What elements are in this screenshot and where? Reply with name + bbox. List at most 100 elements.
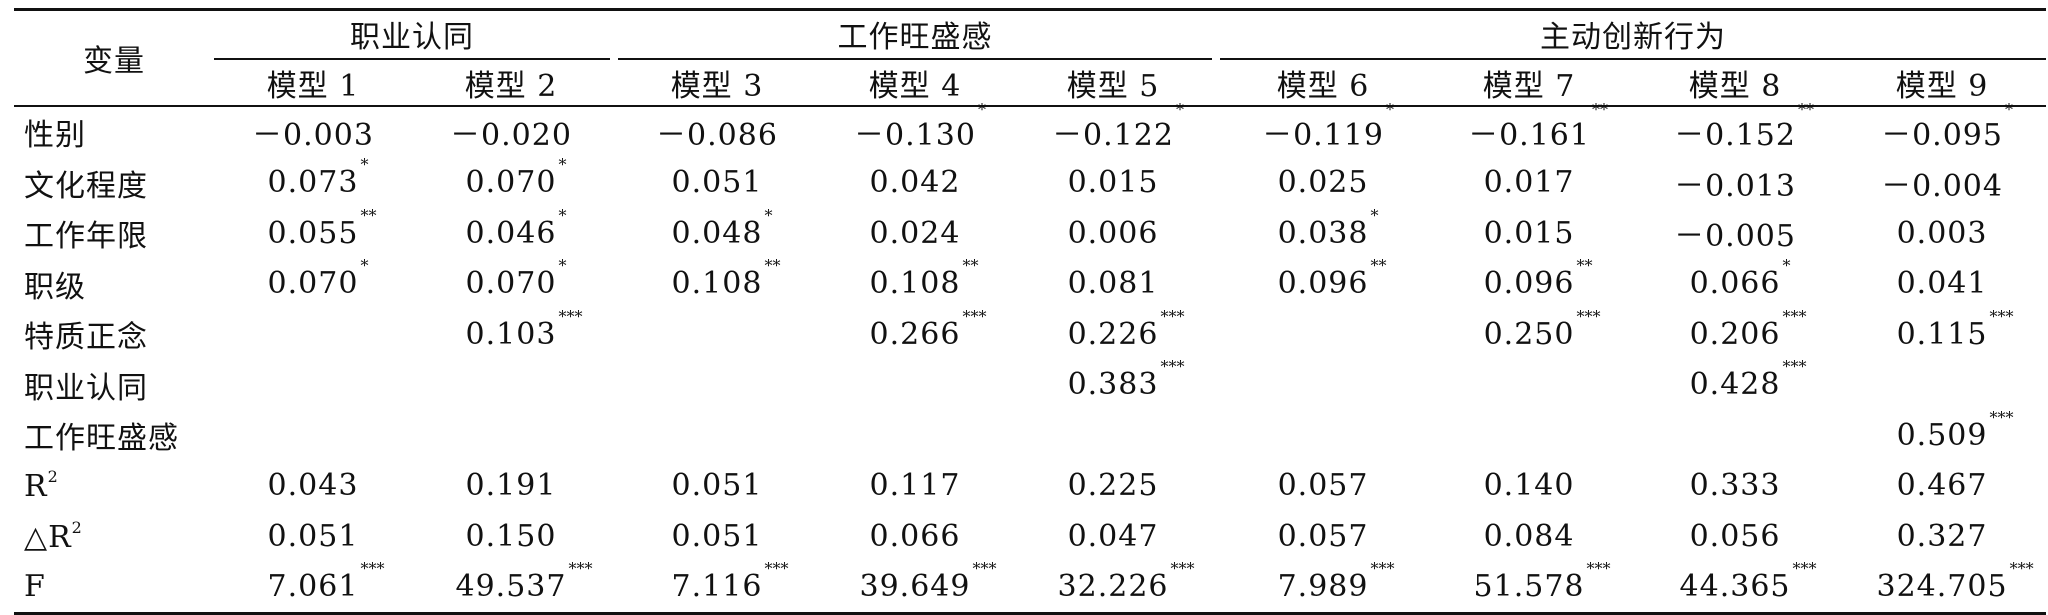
row-label: 职级 [14,259,214,310]
table-row: 性别 －0.003 －0.020 －0.086 －0.130 * －0.122 * －0.119… [14,100,2046,158]
table-cell: 0.043 [214,461,412,512]
row-label: 文化程度 [14,158,214,209]
cell-value: 0.006 [1067,215,1159,251]
table-cell [1014,410,1212,461]
table-cell: 0.206 *** [1632,306,1838,360]
cell-value: 0.266 [869,316,961,352]
table-cell: 0.150 [412,511,610,562]
cell-value: －0.122 [1052,118,1174,154]
table-cell: 0.250 *** [1426,306,1632,360]
model-header: 模型 5 [1014,61,1213,107]
model-header: 模型 6 [1220,61,1427,107]
significance-stars: *** [1782,306,1807,326]
row-label: R2 [14,461,214,512]
table-cell: 0.051 [618,158,816,209]
significance-stars: *** [1586,559,1611,579]
superscript: 2 [71,517,82,537]
table-cell: －0.004 [1838,158,2046,209]
table-cell: 0.057 [1220,511,1426,562]
table-cell: 7.989 *** [1220,559,1427,615]
table-cell: 0.066 [816,511,1014,562]
table-cell: －0.130 * [816,100,1014,158]
cell-value: 0.025 [1277,165,1369,201]
table-row: 文化程度 0.073 * 0.070 * 0.051 0.042 0.015 0.025 0.01… [14,155,2046,209]
table-cell [618,410,816,461]
cell-value: 0.509 [1896,417,1988,453]
cell-value: 0.070 [267,266,359,302]
cell-value: 0.051 [671,518,763,554]
significance-stars: *** [1782,357,1807,377]
table-cell: 0.467 [1838,461,2046,512]
significance-stars: *** [962,306,987,326]
superscript: 2 [47,467,58,487]
significance-stars: *** [1576,306,1601,326]
table-cell: －0.013 [1632,158,1838,209]
cell-value: 39.649 [859,569,971,605]
row-label: 工作旺盛感 [14,410,214,461]
cell-value: －0.004 [1881,168,2003,204]
table-cell: 51.578 *** [1426,559,1633,615]
table-cell [1220,410,1426,461]
row-label-text: 性别 [24,118,86,154]
table-row: 职级 0.070 * 0.070 * 0.108 ** 0.108 ** 0.081 0.096 **… [14,256,2046,310]
cell-value: 0.140 [1483,468,1575,504]
significance-stars: *** [2009,559,2034,579]
significance-stars: *** [764,559,789,579]
significance-stars: * [764,205,773,225]
table-cell: 39.649 *** [816,559,1014,615]
cell-value: 0.226 [1067,316,1159,352]
cell-value: 0.117 [869,468,961,504]
variable-column-header: 变量 [14,8,214,107]
table-cell [1426,360,1632,411]
table-cell: 0.070 * [214,256,412,310]
row-label: 特质正念 [14,309,214,360]
cell-value: 0.108 [671,266,763,302]
cell-value: －0.020 [450,118,572,154]
significance-stars: * [558,205,567,225]
table-cell: 0.117 [816,461,1014,512]
table-cell: 0.003 [1838,208,2046,259]
cell-value: 0.108 [869,266,961,302]
table-cell: 0.225 [1014,461,1212,512]
cell-value: －0.005 [1674,219,1796,255]
cell-value: 0.056 [1689,518,1781,554]
table-cell: 0.266 *** [816,306,1014,360]
table-cell [214,410,412,461]
row-label-text: △R [24,519,72,555]
significance-stars: *** [558,306,583,326]
table-cell: 0.070 * [412,256,610,310]
significance-stars: * [1370,205,1379,225]
row-label: 性别 [14,106,214,158]
cell-value: 0.038 [1277,215,1369,251]
significance-stars: *** [360,559,385,579]
significance-stars: *** [1792,559,1817,579]
row-label: 职业认同 [14,360,214,411]
cell-value: 0.096 [1277,266,1369,302]
table-row: 特质正念 0.103 *** 0.266 *** 0.226 *** 0.250 *** 0.20… [14,306,2046,360]
cell-value: 0.043 [267,468,359,504]
table-cell: 0.047 [1014,511,1212,562]
row-label-text: 职业认同 [24,370,148,406]
cell-value: 51.578 [1473,569,1585,605]
row-label: F [14,561,214,615]
cell-value: －0.119 [1262,118,1384,154]
row-label-text: 文化程度 [24,168,148,204]
table-cell: －0.122 * [1014,100,1212,158]
cell-value: 0.103 [465,316,557,352]
cell-value: 0.191 [465,468,557,504]
model-header: 模型 8 [1632,61,1839,107]
significance-stars: *** [1160,306,1185,326]
cell-value: －0.130 [854,118,976,154]
row-label-text: 职级 [24,269,86,305]
cell-value: －0.095 [1881,118,2003,154]
table-cell: －0.161 ** [1426,100,1632,158]
group-header-row: 变量 职业认同 工作旺盛感 主动创新行为 [14,8,2047,107]
table-cell: 0.051 [618,511,816,562]
table-cell: 0.081 [1014,259,1212,310]
table-cell: 0.051 [618,461,816,512]
table-cell: －0.003 [214,106,412,158]
cell-value: 7.116 [671,569,763,605]
row-label-text: F [24,569,46,605]
table-cell [412,410,610,461]
